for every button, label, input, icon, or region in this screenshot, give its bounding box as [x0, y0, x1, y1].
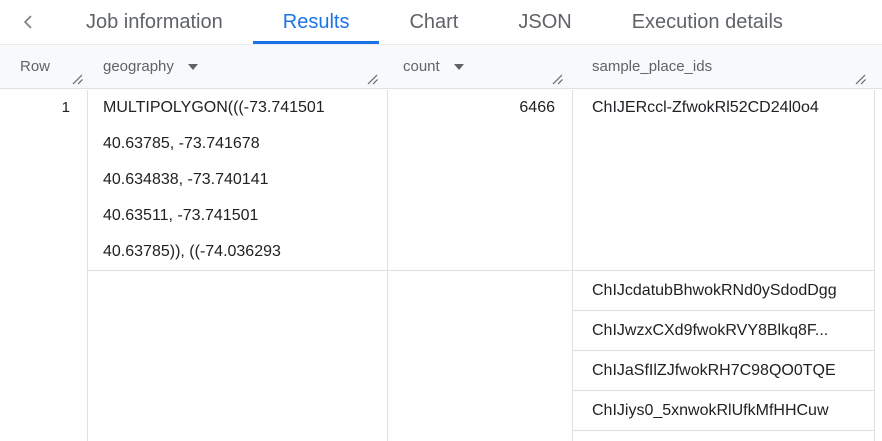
sample-place-id-cell: ChIJaSfIlZJfwokRH7C98QO0TQE	[573, 351, 874, 391]
column-divider	[572, 90, 573, 441]
column-resize-grip-icon[interactable]	[853, 71, 867, 85]
column-label: sample_place_ids	[592, 58, 713, 75]
column-resize-grip-icon[interactable]	[70, 71, 84, 85]
sample-place-id-cell: ChIJcdatubBhwokRNd0ySdodDgg	[573, 271, 874, 311]
column-label: geography	[103, 58, 174, 75]
column-resize-grip-icon[interactable]	[550, 71, 564, 85]
column-header-count: count	[387, 45, 572, 88]
column-header-row: Row	[0, 45, 87, 88]
tab-chart[interactable]: Chart	[409, 10, 459, 33]
table-header-row: Row geography count sample_place_ids	[0, 45, 882, 89]
column-divider	[87, 90, 88, 441]
caret-down-icon[interactable]	[187, 63, 198, 70]
geography-line: 40.63785)), ((-74.036293	[103, 243, 281, 260]
caret-down-icon[interactable]	[453, 63, 464, 70]
tab-results[interactable]: Results	[252, 0, 380, 44]
sample-place-ids-column: ChIJERccl-ZfwokRl52CD24l0o4 ChIJcdatubBh…	[573, 90, 874, 431]
column-divider	[387, 90, 388, 441]
column-label: Row	[20, 58, 51, 75]
table-body: 1 MULTIPOLYGON(((-73.741501 40.63785, -7…	[0, 90, 882, 441]
tab-bar: Job information Results Chart JSON Execu…	[0, 0, 882, 45]
count-cell: 6466	[519, 99, 555, 116]
sample-place-id-cell: ChIJiys0_5xnwokRlUfkMfHHCuw	[573, 391, 874, 431]
geography-line: 40.634838, -73.740141	[103, 171, 269, 188]
geography-line: 40.63785, -73.741678	[103, 135, 260, 152]
column-header-geography: geography	[87, 45, 387, 88]
geography-line: MULTIPOLYGON(((-73.741501	[103, 99, 325, 116]
geography-line: 40.63511, -73.741501	[103, 207, 259, 224]
sample-place-id-cell: ChIJwzxCXd9fwokRVY8Blkq8F...	[573, 311, 874, 351]
column-label: count	[403, 58, 440, 75]
row-number: 1	[61, 99, 70, 116]
row-divider	[87, 270, 573, 271]
tab-job-information[interactable]: Job information	[86, 10, 223, 33]
geography-cell: MULTIPOLYGON(((-73.741501 40.63785, -73.…	[88, 90, 370, 270]
tab-json[interactable]: JSON	[518, 10, 572, 33]
tab-execution-details[interactable]: Execution details	[631, 10, 783, 33]
sample-place-id-cell: ChIJERccl-ZfwokRl52CD24l0o4	[573, 90, 874, 271]
column-resize-grip-icon[interactable]	[365, 71, 379, 85]
back-button[interactable]	[0, 0, 56, 44]
column-divider	[874, 90, 875, 441]
column-header-sample-place-ids: sample_place_ids	[572, 45, 874, 88]
chevron-left-icon	[24, 15, 32, 29]
